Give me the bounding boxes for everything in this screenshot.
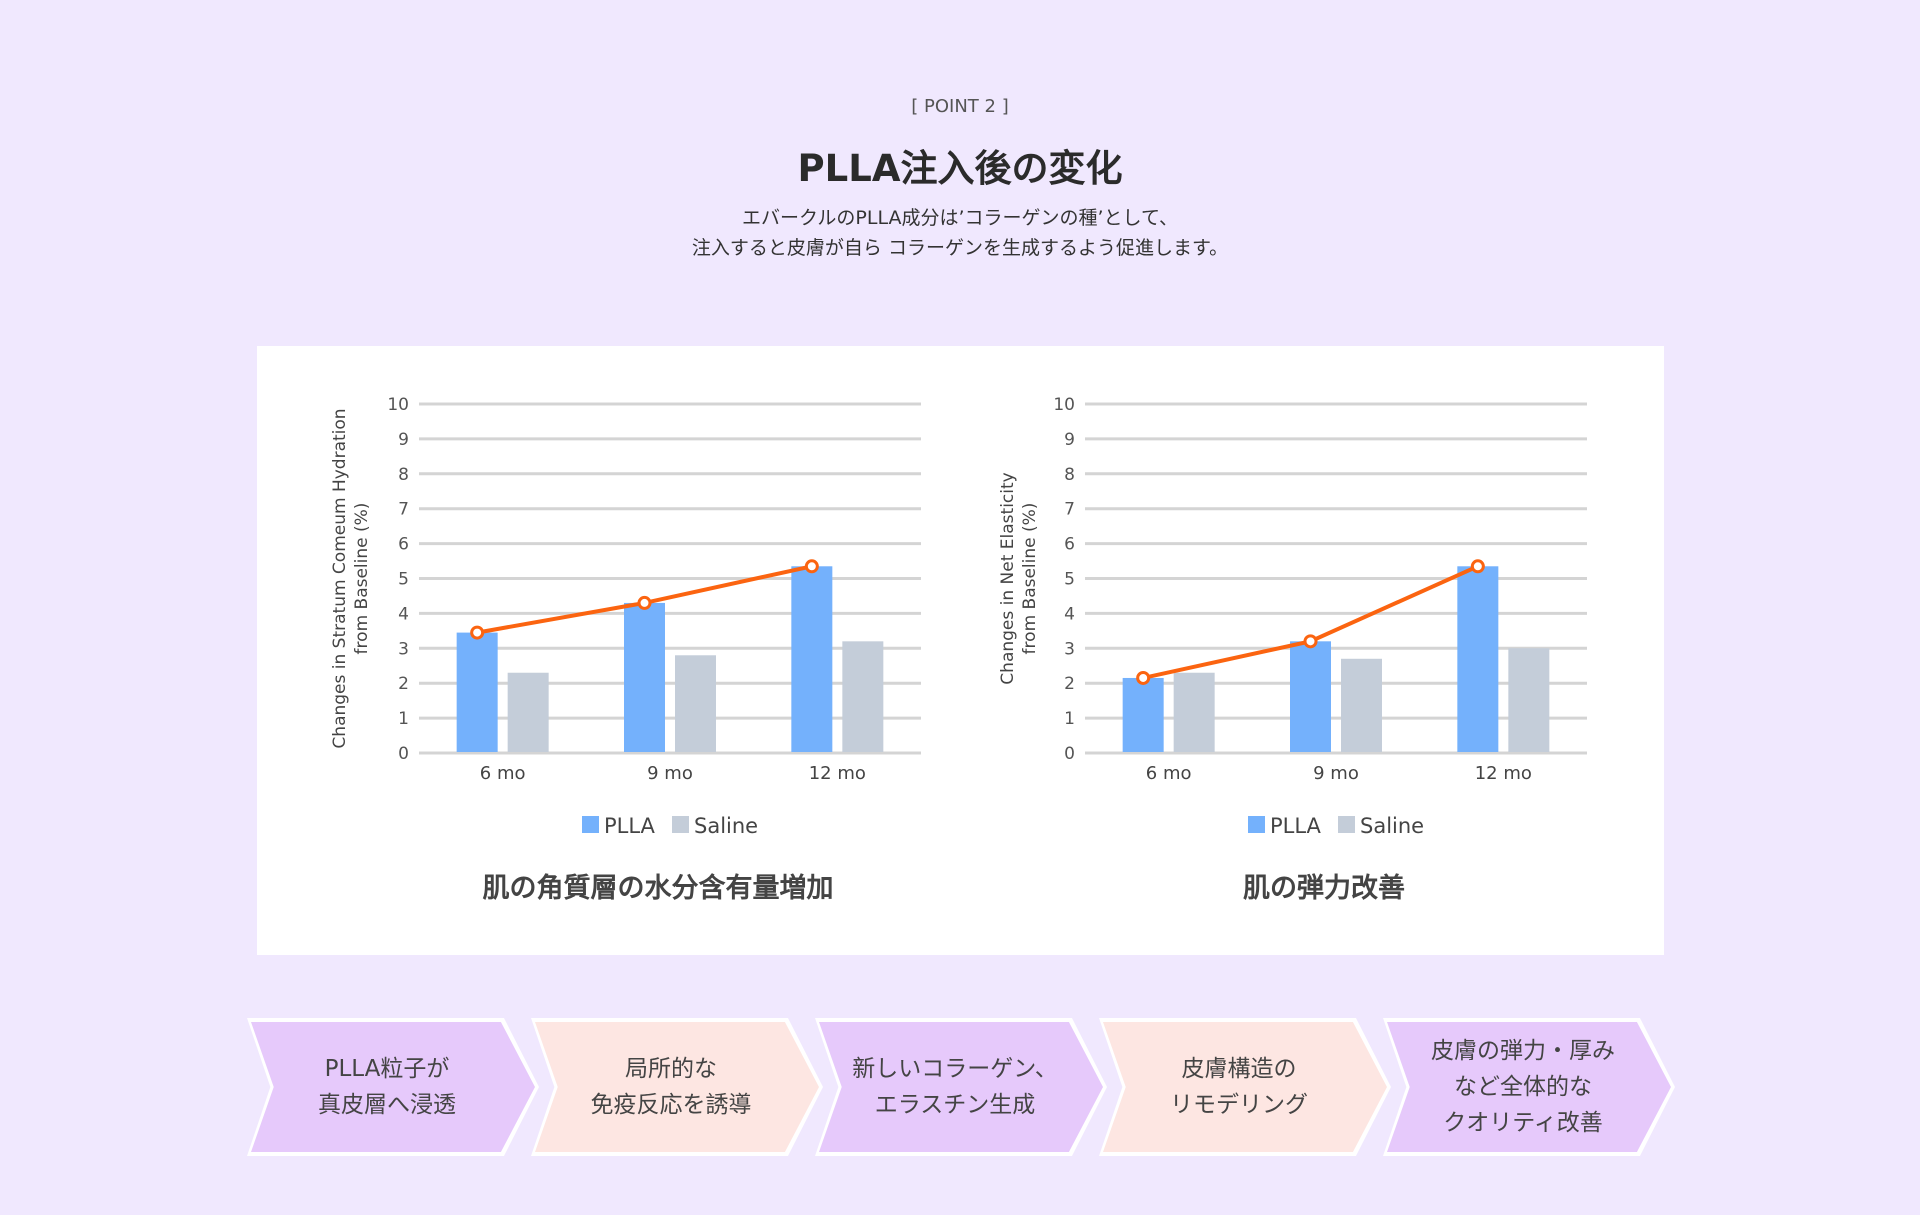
y-tick-label: 10 [1053, 395, 1075, 415]
process-step: 皮膚の弾力・厚み など全体的な クオリティ改善 [1383, 1018, 1675, 1156]
bar-saline [1173, 672, 1215, 752]
process-step-text: 皮膚の弾力・厚み など全体的な クオリティ改善 [1431, 1038, 1615, 1136]
legend-label-plla: PLLA [604, 814, 656, 838]
process-step: 皮膚構造の リモデリング [1099, 1018, 1391, 1156]
y-tick-label: 1 [398, 709, 409, 729]
y-tick-label: 6 [398, 535, 409, 555]
chart-2-title: 肌の弾力改善 [1243, 873, 1405, 904]
process-step: 新しいコラーゲン、 エラスチン生成 [815, 1018, 1107, 1156]
page-title: PLLA注入後の変化 [797, 147, 1123, 190]
y-tick-label: 9 [398, 430, 409, 450]
bar-plla [456, 632, 498, 752]
x-tick-label: 9 mo [647, 763, 693, 784]
x-tick-label: 12 mo [809, 763, 866, 784]
y-axis-label-line-1: Changes in Stratum Comeum Hydration [330, 408, 350, 748]
y-axis-label-line-2: from Baseline (%) [352, 503, 372, 655]
y-tick-label: 4 [1064, 604, 1075, 624]
bar-saline [1341, 658, 1382, 752]
y-tick-label: 7 [398, 500, 409, 520]
bar-saline [1508, 648, 1550, 752]
y-tick-label: 5 [398, 570, 409, 590]
subtitle-line-1: エバークルのPLLA成分は’コラーゲンの種’として、 [741, 207, 1179, 229]
y-tick-label: 6 [1064, 535, 1075, 555]
bar-saline [675, 655, 716, 752]
bar-saline [507, 672, 549, 752]
bar-plla [1290, 641, 1331, 752]
trend-point [1136, 670, 1151, 685]
chart-1-title: 肌の角質層の水分含有量増加 [482, 873, 834, 904]
y-axis-label-line-1: Changes in Net Elasticity [998, 472, 1018, 684]
x-tick-label: 12 mo [1475, 763, 1532, 784]
process-step-text: 皮膚構造の リモデリング [1170, 1056, 1308, 1118]
x-tick-label: 9 mo [1313, 763, 1359, 784]
y-tick-label: 3 [398, 639, 409, 659]
bar-plla [1122, 677, 1164, 752]
subtitle-line-2: 注入すると皮膚が自ら コラーゲンを生成するよう促進します。 [691, 237, 1229, 259]
step-body: 新しいコラーゲン、 エラスチン生成 [819, 1022, 1103, 1152]
process-step: 局所的な 免疫反応を誘導 [531, 1018, 823, 1156]
y-tick-label: 0 [398, 744, 409, 764]
legend-label-saline: Saline [694, 814, 758, 838]
step-body: 局所的な 免疫反応を誘導 [535, 1022, 819, 1152]
y-axis-label: Changes in Stratum Comeum Hydration from … [330, 408, 372, 748]
process-step: PLLA粒子が 真皮層へ浸透 [247, 1018, 539, 1156]
y-tick-label: 8 [398, 465, 409, 485]
y-axis-label-line-2: from Baseline (%) [1020, 503, 1040, 655]
y-tick-label: 10 [387, 395, 409, 415]
y-tick-label: 2 [1064, 674, 1075, 694]
process-step-text: PLLA粒子が 真皮層へ浸透 [318, 1056, 456, 1118]
bar-plla [1457, 566, 1499, 752]
y-tick-label: 9 [1064, 430, 1075, 450]
y-tick-label: 5 [1064, 570, 1075, 590]
y-axis-label: Changes in Net Elasticity from Baseline (… [998, 472, 1040, 684]
y-tick-label: 0 [1064, 744, 1075, 764]
legend-swatch-saline [672, 816, 689, 833]
bar-plla [624, 602, 665, 752]
y-tick-label: 8 [1064, 465, 1075, 485]
legend-swatch-plla [582, 816, 599, 833]
process-step-text: 局所的な 免疫反応を誘導 [590, 1056, 752, 1118]
trend-point [637, 595, 652, 610]
legend-swatch-plla [1248, 816, 1265, 833]
y-tick-label: 3 [1064, 639, 1075, 659]
step-body: 皮膚の弾力・厚み など全体的な クオリティ改善 [1387, 1022, 1671, 1152]
y-tick-label: 1 [1064, 709, 1075, 729]
bar-saline [842, 641, 884, 752]
y-tick-label: 7 [1064, 500, 1075, 520]
legend-label-plla: PLLA [1270, 814, 1322, 838]
step-body: PLLA粒子が 真皮層へ浸透 [251, 1022, 535, 1152]
bar-plla [791, 566, 833, 752]
x-tick-label: 6 mo [480, 763, 526, 784]
point-label: [ POINT 2 ] [911, 96, 1009, 117]
trend-point [470, 625, 485, 640]
legend-label-saline: Saline [1360, 814, 1424, 838]
y-tick-label: 2 [398, 674, 409, 694]
y-tick-label: 4 [398, 604, 409, 624]
legend-swatch-saline [1338, 816, 1355, 833]
trend-point [1303, 634, 1318, 649]
x-tick-label: 6 mo [1146, 763, 1192, 784]
trend-point [804, 559, 819, 574]
process-step-text: 新しいコラーゲン、 エラスチン生成 [852, 1056, 1058, 1118]
trend-point [1470, 559, 1485, 574]
step-body: 皮膚構造の リモデリング [1103, 1022, 1387, 1152]
